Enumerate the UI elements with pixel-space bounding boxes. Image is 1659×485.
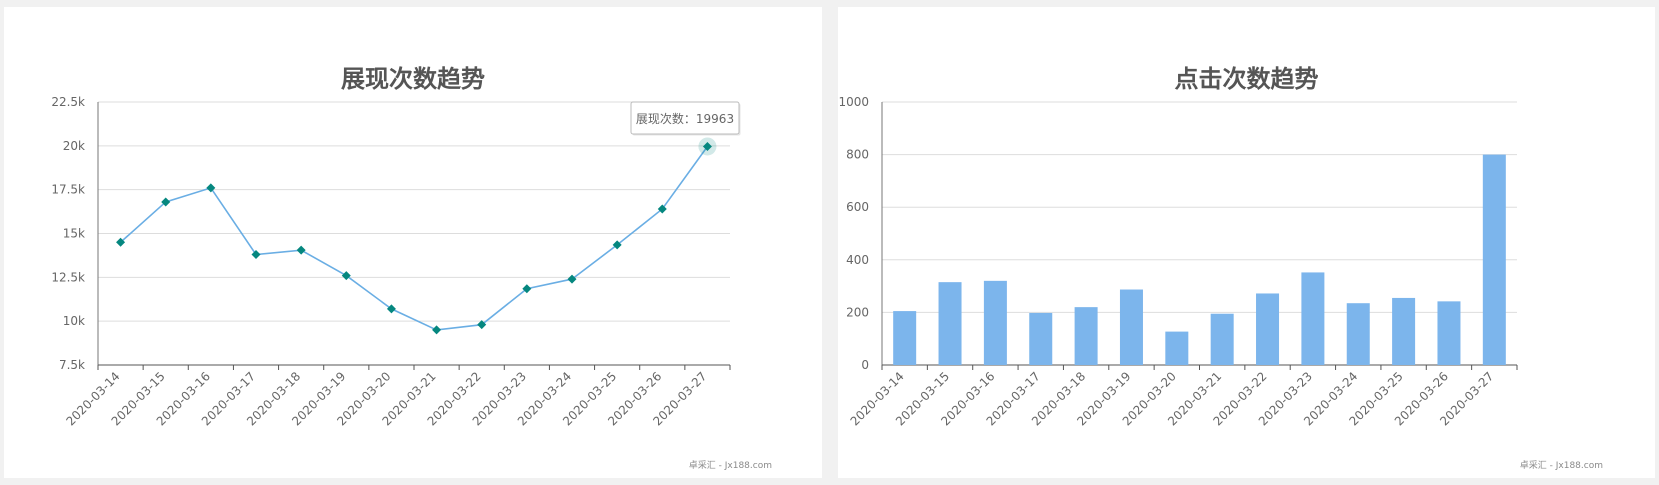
- data-point: [657, 204, 667, 214]
- data-point: [432, 325, 442, 335]
- y-tick-label: 7.5k: [59, 358, 85, 372]
- data-point: [251, 250, 261, 260]
- bar: [1346, 303, 1370, 365]
- data-point: [386, 304, 396, 314]
- y-tick-label: 1000: [838, 95, 869, 109]
- bar: [983, 280, 1007, 365]
- y-tick-label: 0: [861, 358, 869, 372]
- data-point: [296, 245, 306, 255]
- bar: [1482, 154, 1506, 365]
- impressions-line-chart: 7.5k10k12.5k15k17.5k20k22.5k2020-03-1420…: [51, 95, 741, 428]
- y-tick-label: 12.5k: [51, 270, 85, 284]
- y-tick-label: 200: [846, 305, 869, 319]
- bar: [1256, 293, 1280, 365]
- data-point: [612, 240, 622, 250]
- bar: [938, 282, 962, 365]
- clicks-chart-panel: 点击次数趋势 0 200 400 600 800 1000 2020-03-14 2020-0…: [838, 7, 1655, 478]
- bar: [1301, 272, 1325, 365]
- y-tick-label: 600: [846, 200, 869, 214]
- data-point: [567, 274, 577, 284]
- y-tick-label: 22.5k: [51, 95, 85, 109]
- chart-title: 点击次数趋势: [1174, 65, 1319, 93]
- impressions-chart-panel: 展现次数趋势 7.5k 10k 12.5k 15k 17.5k 20k 22.5k 2020-…: [4, 7, 822, 478]
- y-tick-label: 400: [846, 253, 869, 267]
- y-tick-label: 800: [846, 148, 869, 162]
- bar: [1165, 331, 1189, 365]
- chart-title: 展现次数趋势: [341, 65, 485, 93]
- bar: [1029, 312, 1053, 365]
- data-point: [477, 320, 487, 330]
- tooltip-text: 展现次数：19963: [636, 111, 734, 126]
- bar: [1437, 301, 1461, 365]
- tooltip-box: [630, 101, 740, 135]
- data-point: [522, 284, 532, 294]
- chart-credit[interactable]: 卓采汇 - Jx188.com: [1519, 461, 1603, 471]
- y-tick-label: 20k: [63, 139, 85, 153]
- bar: [1392, 297, 1416, 365]
- data-point: [116, 237, 126, 247]
- data-point: [702, 141, 712, 151]
- data-point: [161, 197, 171, 207]
- bar: [1210, 313, 1234, 365]
- bar: [1074, 307, 1098, 365]
- clicks-bar-chart: 020040060080010002020-03-142020-03-15202…: [838, 95, 1518, 428]
- y-tick-label: 17.5k: [51, 183, 85, 197]
- bar: [893, 311, 917, 365]
- y-tick-label: 10k: [63, 314, 85, 328]
- bar: [1119, 289, 1143, 365]
- data-point: [206, 183, 216, 193]
- series-line: [120, 146, 709, 331]
- data-point: [341, 271, 351, 281]
- y-tick-label: 15k: [63, 227, 85, 241]
- chart-credit[interactable]: 卓采汇 - Jx188.com: [688, 461, 772, 471]
